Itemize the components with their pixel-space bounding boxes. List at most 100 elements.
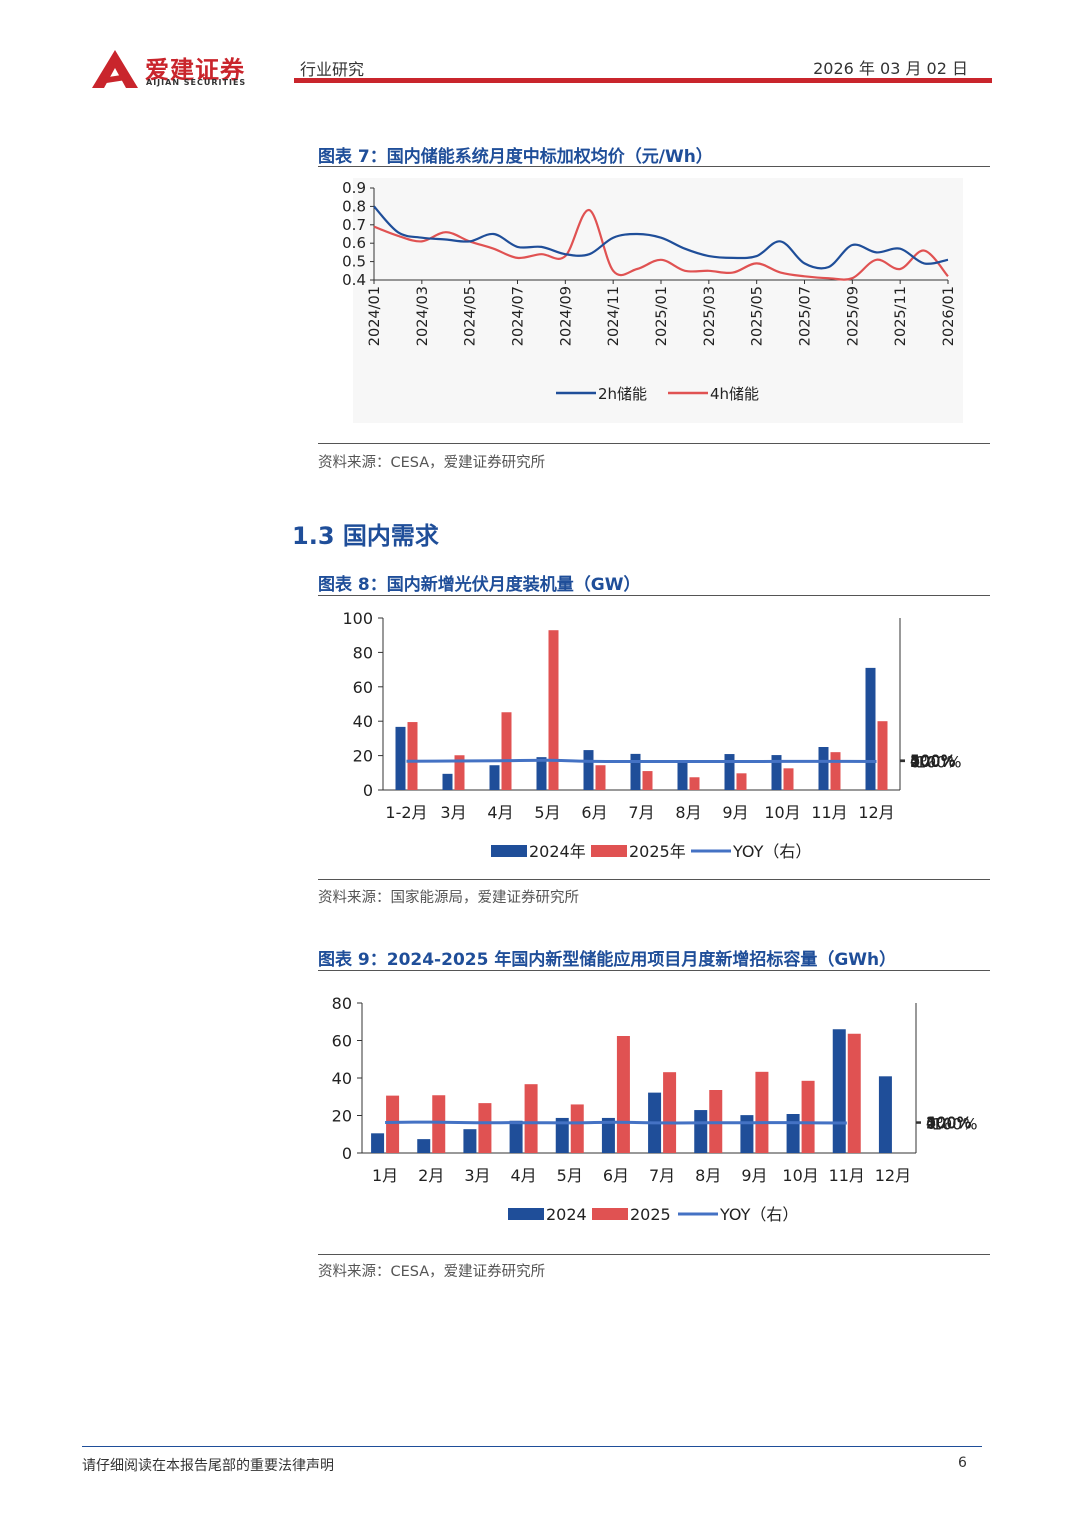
bar <box>677 761 688 790</box>
x-tick-label: 1月 <box>372 1166 398 1185</box>
bar <box>442 773 453 790</box>
y-tick-label: 60 <box>332 1032 352 1051</box>
bar <box>454 755 465 790</box>
bar <box>694 1110 708 1153</box>
yoy-line <box>385 1120 847 1125</box>
bar <box>536 757 547 790</box>
y-tick-label: 40 <box>353 712 373 731</box>
x-tick-label: 8月 <box>675 803 701 822</box>
x-tick-label: 2025/03 <box>702 286 718 346</box>
legend-label: YOY（右） <box>719 1205 798 1224</box>
x-tick-label: 2024/05 <box>463 286 479 346</box>
x-tick-label: 2025/09 <box>845 286 861 346</box>
x-tick-label: 5月 <box>557 1166 583 1185</box>
figure8-top-rule <box>318 595 990 596</box>
bar <box>755 1071 769 1153</box>
legend-swatch <box>491 845 527 857</box>
y2-tick-label: 500% <box>910 751 956 770</box>
bar <box>818 747 829 790</box>
y-tick-label: 60 <box>353 678 373 697</box>
footer-disclaimer: 请仔细阅读在本报告尾部的重要法律声明 <box>82 1458 334 1474</box>
logo-subtext: AIJIAN SECURITIES <box>146 78 247 87</box>
bar <box>724 754 735 790</box>
bar <box>595 765 606 790</box>
y2-tick-label: -100% <box>926 1114 978 1133</box>
figure7-title: 图表 7：国内储能系统月度中标加权均价（元/Wh） <box>318 147 713 167</box>
y2-tick-label: 400% <box>910 751 956 770</box>
figure7-top-rule <box>318 166 990 167</box>
x-tick-label: 2月 <box>418 1166 444 1185</box>
x-tick-label: 9月 <box>741 1166 767 1185</box>
bar <box>630 753 641 790</box>
x-tick-label: 2025/01 <box>654 286 670 346</box>
x-tick-label: 7月 <box>649 1166 675 1185</box>
y-tick-label: 0 <box>363 781 373 800</box>
x-tick-label: 10月 <box>782 1166 818 1185</box>
x-tick-label: 4月 <box>487 803 513 822</box>
page-number: 6 <box>958 1455 967 1471</box>
x-tick-label: 10月 <box>764 803 800 822</box>
x-tick-label: 2025/05 <box>750 286 766 346</box>
figure9-source: 资料来源：CESA，爱建证券研究所 <box>318 1264 546 1280</box>
report-date: 2026 年 03 月 02 日 <box>813 59 968 78</box>
y2-tick-label: 0% <box>910 752 935 771</box>
y-tick-label: 0.8 <box>342 197 366 215</box>
report-category: 行业研究 <box>300 60 365 79</box>
bar <box>548 630 559 790</box>
bar <box>501 712 512 790</box>
bar <box>830 752 841 790</box>
y-tick-label: 0.7 <box>342 216 366 234</box>
y2-tick-label: -100% <box>910 753 962 772</box>
bar <box>847 1033 861 1153</box>
bar <box>386 1095 400 1153</box>
x-tick-label: 2025/07 <box>798 286 814 346</box>
chart-plot-background <box>353 178 963 423</box>
y-tick-label: 0.6 <box>342 234 366 252</box>
legend-label: 2025 <box>630 1205 671 1224</box>
x-tick-label: 6月 <box>603 1166 629 1185</box>
x-tick-label: 9月 <box>722 803 748 822</box>
y-tick-label: 0.5 <box>342 253 366 271</box>
bar <box>463 1129 477 1153</box>
y2-tick-label: 200% <box>926 1113 972 1132</box>
x-tick-label: 8月 <box>695 1166 721 1185</box>
bar <box>371 1133 385 1153</box>
x-tick-label: 12月 <box>858 803 894 822</box>
x-tick-label: 12月 <box>875 1166 911 1185</box>
y-tick-label: 40 <box>332 1069 352 1088</box>
bar <box>478 1103 492 1153</box>
y2-tick-label: 400% <box>926 1113 972 1132</box>
y-tick-label: 0 <box>342 1144 352 1163</box>
figure9-top-rule <box>318 970 990 971</box>
bar <box>583 750 594 790</box>
legend-label: YOY（右） <box>732 842 811 861</box>
legend-swatch <box>508 1208 544 1220</box>
x-tick-label: 4月 <box>510 1166 536 1185</box>
yoy-line <box>406 758 877 764</box>
x-tick-label: 2024/01 <box>367 286 383 346</box>
legend-label: 2024年 <box>529 842 586 861</box>
x-tick-label: 7月 <box>628 803 654 822</box>
bar <box>740 1115 754 1153</box>
bar <box>570 1104 584 1153</box>
logo-mark-icon <box>92 50 138 88</box>
bar <box>555 1117 569 1153</box>
legend-label: 2025年 <box>629 842 686 861</box>
bar <box>801 1080 815 1153</box>
legend-label: 4h储能 <box>710 385 759 403</box>
x-tick-label: 6月 <box>581 803 607 822</box>
figure7-bottom-rule <box>318 443 990 444</box>
y-tick-label: 20 <box>332 1107 352 1126</box>
figure7-source: 资料来源：CESA，爱建证券研究所 <box>318 455 546 471</box>
y2-tick-label: 300% <box>910 751 956 770</box>
x-tick-label: 5月 <box>534 803 560 822</box>
bar <box>736 773 747 790</box>
y2-tick-label: 200% <box>910 752 956 771</box>
legend-swatch <box>591 845 627 857</box>
figure8-bottom-rule <box>318 879 990 880</box>
bar <box>865 667 876 790</box>
bar <box>663 1072 677 1153</box>
x-tick-label: 3月 <box>464 1166 490 1185</box>
x-tick-label: 11月 <box>811 803 847 822</box>
x-tick-label: 2024/03 <box>415 286 431 346</box>
